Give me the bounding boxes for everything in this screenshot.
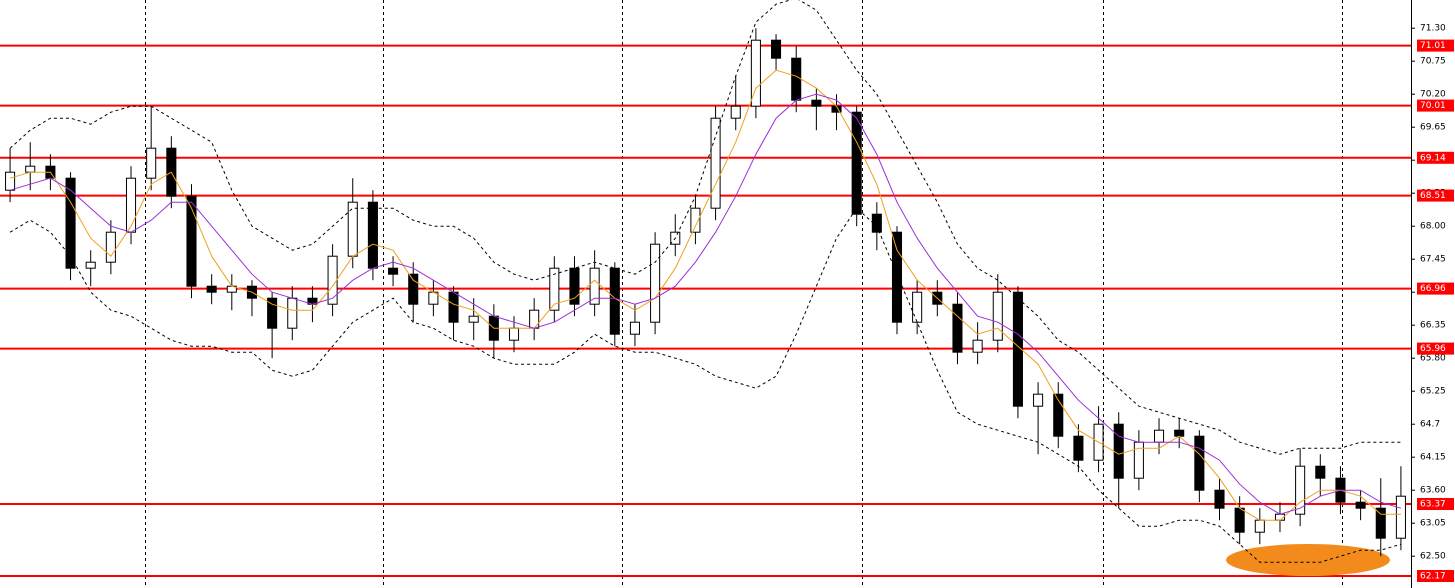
candle-body bbox=[508, 327, 520, 341]
indicator-line bbox=[9, 0, 1401, 455]
candle-body bbox=[1395, 495, 1406, 539]
level-label: 69.14 bbox=[1420, 153, 1446, 163]
candle-body bbox=[972, 339, 983, 353]
level-label: 63.37 bbox=[1420, 500, 1446, 510]
candle-body bbox=[650, 243, 661, 323]
level-label: 71.01 bbox=[1420, 41, 1446, 51]
candle-body bbox=[710, 117, 721, 209]
candle-body bbox=[549, 267, 560, 311]
highlight-ellipse bbox=[1226, 544, 1390, 576]
y-tick-label: 66.35 bbox=[1420, 321, 1446, 331]
level-label-box bbox=[1417, 39, 1454, 52]
level-label: 66.96 bbox=[1420, 284, 1446, 294]
y-tick-label: 64.15 bbox=[1420, 453, 1446, 463]
candle-body bbox=[992, 291, 1003, 341]
level-label: 62.17 bbox=[1420, 572, 1446, 582]
candle-body bbox=[1113, 423, 1124, 479]
y-tick-label: 70.75 bbox=[1420, 57, 1446, 67]
candle-body bbox=[105, 231, 116, 263]
candle-body bbox=[468, 315, 479, 323]
candle-body bbox=[851, 111, 862, 215]
y-tick-label: 65.25 bbox=[1420, 387, 1446, 397]
indicator-line bbox=[9, 93, 1402, 515]
candle-body bbox=[871, 213, 882, 233]
candle-body bbox=[408, 273, 419, 305]
candle-body bbox=[146, 147, 157, 179]
candle-body bbox=[65, 177, 76, 269]
level-label: 68.51 bbox=[1420, 191, 1446, 201]
level-label-box bbox=[1417, 570, 1454, 582]
candle-body bbox=[1033, 393, 1044, 407]
y-tick-label: 65.80 bbox=[1420, 354, 1446, 364]
candle-body bbox=[771, 39, 782, 59]
candle-body bbox=[25, 165, 36, 173]
candle-body bbox=[609, 267, 620, 335]
y-tick-label: 63.60 bbox=[1420, 486, 1446, 496]
y-tick-label: 63.05 bbox=[1420, 519, 1446, 529]
level-label: 70.01 bbox=[1420, 101, 1446, 111]
candle-body bbox=[5, 171, 16, 191]
candle-body bbox=[629, 321, 640, 335]
y-tick-label: 71.30 bbox=[1420, 24, 1446, 34]
level-label-box bbox=[1417, 99, 1454, 112]
candle-body bbox=[448, 291, 459, 323]
candle-body bbox=[1133, 441, 1144, 479]
candle-body bbox=[529, 309, 540, 329]
candle-body bbox=[1375, 507, 1386, 539]
candle-body bbox=[1194, 435, 1205, 491]
level-label-box bbox=[1417, 189, 1454, 202]
candle-body bbox=[327, 255, 338, 305]
y-tick-label: 70.20 bbox=[1420, 90, 1446, 100]
candle-body bbox=[1234, 507, 1245, 533]
candle-body bbox=[791, 57, 802, 101]
candle-body bbox=[1154, 429, 1165, 443]
candle-body bbox=[750, 39, 761, 107]
candle-body bbox=[1355, 501, 1366, 509]
candle-body bbox=[1254, 519, 1265, 533]
candle-body bbox=[811, 99, 822, 107]
candle-body bbox=[388, 267, 399, 275]
candle-body bbox=[589, 267, 600, 305]
level-label-box bbox=[1417, 151, 1454, 164]
y-tick-label: 67.45 bbox=[1420, 255, 1446, 265]
candle-body bbox=[912, 291, 923, 323]
y-tick-label: 64.7 bbox=[1420, 420, 1440, 430]
time-separators bbox=[145, 0, 1343, 588]
candle-body bbox=[367, 201, 378, 269]
candle-body bbox=[1214, 489, 1225, 509]
y-tick-label: 68.00 bbox=[1420, 222, 1446, 232]
candle-body bbox=[267, 297, 278, 329]
candle-body bbox=[569, 267, 580, 305]
candle-body bbox=[730, 105, 741, 119]
y-tick-label: 62.50 bbox=[1420, 552, 1446, 562]
level-label-box bbox=[1417, 282, 1454, 295]
candle-body bbox=[287, 297, 298, 329]
candle-body bbox=[891, 231, 903, 323]
candle-body bbox=[690, 207, 701, 233]
candle-body bbox=[1315, 465, 1326, 479]
candle-body bbox=[1053, 393, 1064, 437]
candle-body bbox=[85, 261, 96, 269]
candle-body bbox=[1012, 291, 1023, 407]
level-label: 65.96 bbox=[1420, 344, 1446, 354]
candle-body bbox=[1073, 435, 1084, 461]
candle-body bbox=[952, 303, 963, 353]
candle-body bbox=[1174, 429, 1185, 437]
candle-body bbox=[347, 201, 358, 257]
candle-body bbox=[186, 195, 197, 287]
level-label-box bbox=[1417, 498, 1454, 510]
candle-body bbox=[125, 177, 137, 233]
candle-body bbox=[206, 285, 217, 293]
y-tick-label: 69.65 bbox=[1420, 123, 1446, 133]
level-label-box bbox=[1417, 342, 1454, 355]
candle-body bbox=[1295, 465, 1306, 515]
